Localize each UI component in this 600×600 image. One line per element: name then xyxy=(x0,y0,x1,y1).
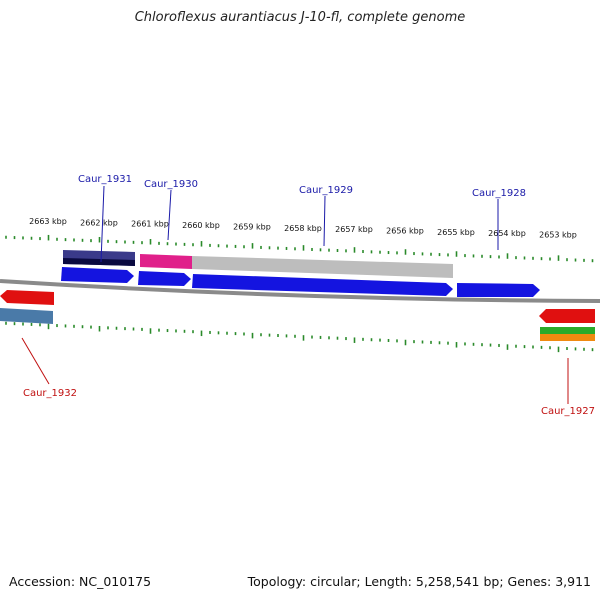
forward-genes xyxy=(61,267,540,297)
scale-label: 2659 kbp xyxy=(233,222,271,231)
gene-label-caur-1930[interactable]: Caur_1930 xyxy=(144,179,198,190)
outer-scale-ticks xyxy=(5,234,594,263)
map-title: Chloroflexus aurantiacus J-10-fl, comple… xyxy=(134,10,466,25)
gene-arrow-caur-1929[interactable] xyxy=(192,274,453,296)
genome-backbone xyxy=(0,279,600,303)
gene-label-caur-1927[interactable]: Caur_1927 xyxy=(541,406,595,417)
leader-line-caur-1932 xyxy=(21,337,50,385)
scale-label: 2654 kbp xyxy=(488,229,526,238)
feature-block-caur-1927-orange[interactable] xyxy=(540,334,595,341)
inner-scale-ticks xyxy=(5,321,594,353)
scale-label: 2656 kbp xyxy=(386,226,424,235)
gene-arrow-caur-1928[interactable] xyxy=(457,283,540,297)
leader-line-caur-1931 xyxy=(100,185,105,263)
gene-label-caur-1929[interactable]: Caur_1929 xyxy=(299,185,353,196)
feature-block-caur-1927-green[interactable] xyxy=(540,327,595,334)
scale-label: 2661 kbp xyxy=(131,220,169,229)
scale-label: 2662 kbp xyxy=(80,218,118,227)
accession-text: Accession: NC_010175 xyxy=(9,574,152,589)
reverse-genes xyxy=(0,290,595,323)
scale-label: 2653 kbp xyxy=(539,231,577,240)
gene-label-caur-1932[interactable]: Caur_1932 xyxy=(23,388,77,399)
leader-line-caur-1929 xyxy=(323,195,326,247)
scale-label: 2658 kbp xyxy=(284,224,322,233)
feature-block-caur-1932[interactable] xyxy=(0,308,53,324)
feature-block-caur-1929[interactable] xyxy=(192,256,453,278)
leader-line-caur-1930 xyxy=(167,189,172,241)
scale-labels: 2663 kbp 2662 kbp 2661 kbp 2660 kbp 2659 kbp… xyxy=(29,217,577,240)
gene-arrow-caur-1927[interactable] xyxy=(539,309,595,323)
feature-block-caur-1930[interactable] xyxy=(140,254,192,269)
gene-label-caur-1931[interactable]: Caur_1931 xyxy=(78,174,132,185)
forward-feature-track xyxy=(63,250,453,278)
gene-arrow-caur-1931[interactable] xyxy=(61,267,134,283)
gene-labels: Caur_1931 Caur_1930 Caur_1929 Caur_1928 … xyxy=(21,174,595,417)
scale-label: 2660 kbp xyxy=(182,221,220,230)
scale-label: 2657 kbp xyxy=(335,225,373,234)
scale-label: 2663 kbp xyxy=(29,217,67,226)
feature-block-caur-1931-dark xyxy=(63,258,135,266)
scale-label: 2655 kbp xyxy=(437,228,475,237)
reverse-feature-track xyxy=(0,308,595,341)
gene-arrow-caur-1930[interactable] xyxy=(138,271,191,286)
gene-label-caur-1928[interactable]: Caur_1928 xyxy=(472,188,526,199)
topology-summary: Topology: circular; Length: 5,258,541 bp… xyxy=(247,574,591,589)
gene-arrow-caur-1932[interactable] xyxy=(0,290,54,305)
